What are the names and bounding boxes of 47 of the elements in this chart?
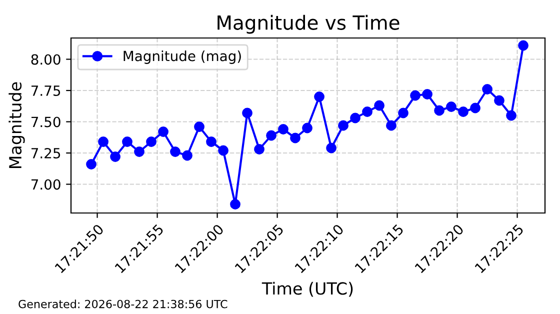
point: [434, 105, 444, 116]
chart-title: Magnitude vs Time: [218, 14, 400, 34]
point: [122, 136, 132, 147]
y-axis-title: Magnitude: [8, 82, 25, 168]
legend-label: Magnitude (mag): [124, 50, 241, 64]
point: [314, 92, 324, 102]
point: [374, 100, 384, 111]
point: [218, 145, 228, 156]
point: [494, 95, 504, 106]
point: [194, 122, 204, 132]
point: [458, 106, 468, 117]
text: Generated: 2026-08-22 21:38:56 UTC: [18, 300, 228, 308]
point: [278, 124, 288, 134]
point: [518, 40, 528, 51]
point: [86, 159, 96, 170]
point: [98, 136, 108, 147]
point: [146, 136, 156, 147]
y-tick-label: 7.00: [31, 179, 60, 190]
y-tick-label: 7.75: [31, 86, 60, 96]
point: [350, 112, 360, 124]
point: [290, 132, 300, 144]
point: [230, 199, 240, 210]
point: [422, 89, 432, 100]
point: [170, 146, 180, 157]
point: [386, 120, 396, 131]
y-tick-label: 7.50: [31, 116, 60, 128]
point: [242, 108, 252, 118]
point: [206, 136, 216, 147]
point: [482, 84, 492, 94]
point: [266, 130, 276, 141]
point: [302, 122, 312, 134]
point: [254, 144, 264, 154]
y-tick-label: 8.00: [31, 54, 60, 65]
point: [410, 90, 420, 101]
point: [446, 102, 456, 112]
x-axis-title: Time (UTC): [262, 282, 353, 297]
point: [362, 106, 372, 117]
point: [506, 110, 516, 121]
point: [470, 102, 480, 114]
point: [398, 108, 408, 118]
point: [158, 126, 168, 137]
point: [110, 152, 120, 162]
y-tick-label: 7.25: [31, 148, 60, 158]
point: [134, 146, 144, 157]
point: [182, 150, 192, 161]
point: [338, 120, 348, 131]
point: [326, 142, 336, 154]
